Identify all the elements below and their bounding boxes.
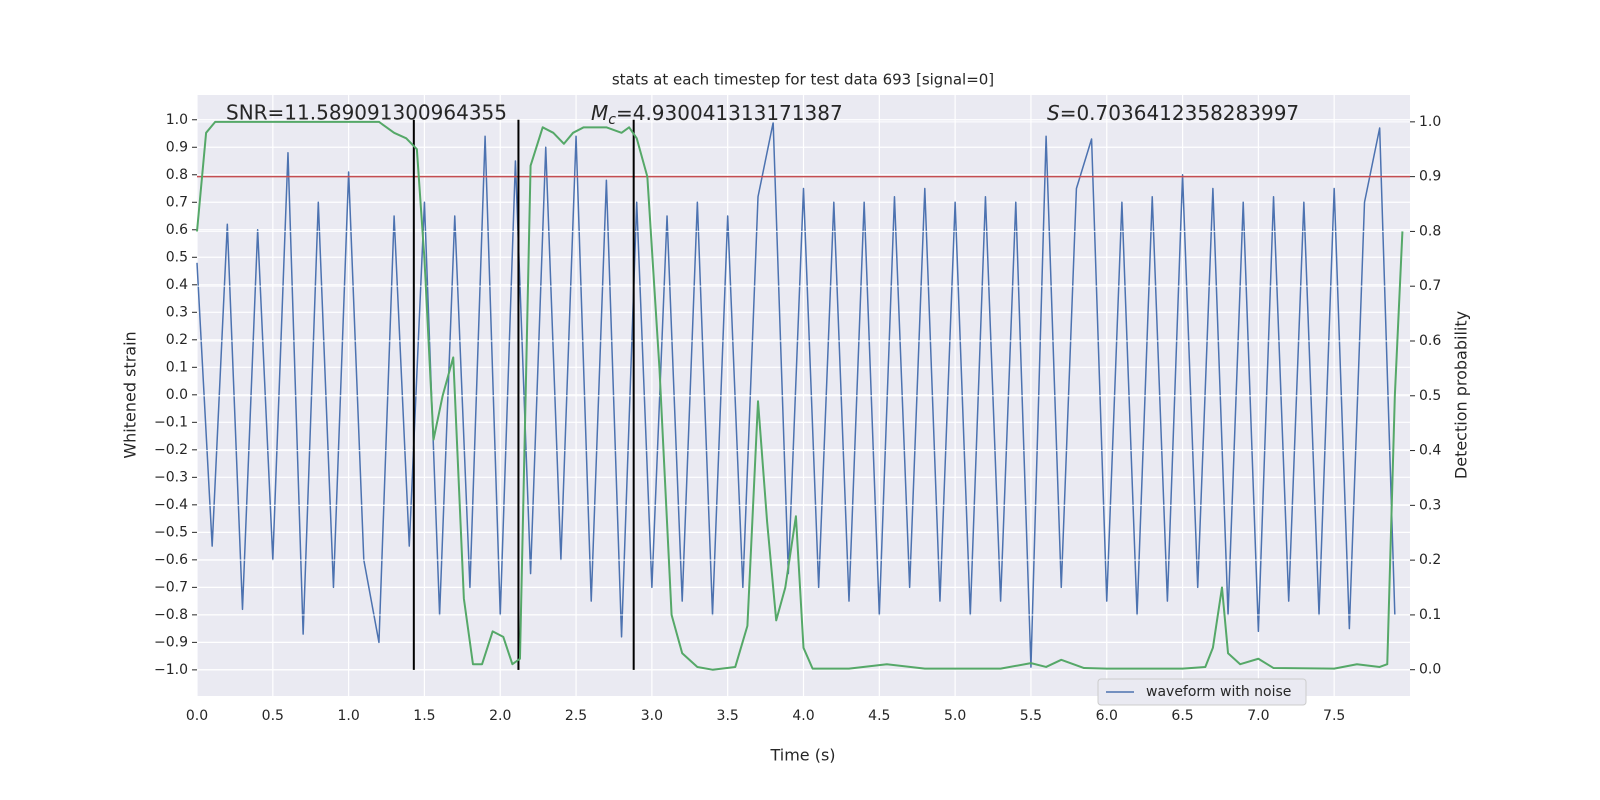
y-tick-label: 0.2 — [166, 332, 188, 348]
legend-label: waveform with noise — [1146, 684, 1291, 700]
y-tick-label: −0.2 — [154, 442, 188, 458]
y-tick-label: 0.9 — [166, 139, 188, 155]
y2-tick-label: 0.5 — [1419, 388, 1441, 404]
mc-subscript: c — [608, 112, 616, 128]
x-tick-label: 5.0 — [944, 708, 966, 724]
mc-annotation: Mc=4.930041313171387 — [591, 101, 843, 129]
x-tick-label: 7.5 — [1323, 708, 1345, 724]
y-tick-label: 0.6 — [166, 222, 188, 238]
legend-box — [1097, 678, 1307, 706]
y2-tick-label: 0.2 — [1419, 552, 1441, 568]
y-tick-label: 0.8 — [166, 167, 188, 183]
s-value: =0.7036412358283997 — [1060, 101, 1299, 125]
y2-tick-label: 0.7 — [1419, 278, 1441, 294]
x-tick-label: 3.0 — [641, 708, 663, 724]
y-tick-label: 0.7 — [166, 194, 188, 210]
s-symbol: S — [1047, 101, 1060, 125]
y2-tick-label: 0.8 — [1419, 223, 1441, 239]
y2-tick-label: 0.3 — [1419, 497, 1441, 513]
x-tick-label: 6.0 — [1096, 708, 1118, 724]
probability-line — [196, 120, 1404, 671]
y2-tick-label: 1.0 — [1419, 114, 1441, 130]
x-tick-label: 1.0 — [337, 708, 359, 724]
y-tick-label: −0.5 — [154, 524, 188, 540]
y-tick-label: −1.0 — [154, 662, 188, 678]
x-tick-label: 0.0 — [186, 708, 208, 724]
y-tick-label: 1.0 — [166, 112, 188, 128]
y2-tick-label: 0.6 — [1419, 333, 1441, 349]
y-tick-label: −0.8 — [154, 607, 188, 623]
snr-annotation: SNR=11.589091300964355 — [226, 101, 507, 125]
x-tick-label: 4.0 — [792, 708, 814, 724]
x-tick-label: 1.5 — [413, 708, 435, 724]
y-tick-label: −0.6 — [154, 552, 188, 568]
x-tick-label: 7.0 — [1247, 708, 1269, 724]
y2-axis-label: Detection probability — [1452, 311, 1471, 479]
x-tick-label: 2.0 — [489, 708, 511, 724]
y-axis-label: Whitened strain — [121, 331, 140, 458]
y-tick-label: −0.9 — [154, 634, 188, 650]
x-tick-label: 6.5 — [1171, 708, 1193, 724]
y-tick-label: −0.3 — [154, 469, 188, 485]
s-annotation: S=0.7036412358283997 — [1047, 101, 1299, 125]
y-tick-label: −0.7 — [154, 579, 188, 595]
x-tick-label: 4.5 — [868, 708, 890, 724]
y-tick-label: 0.5 — [166, 249, 188, 265]
x-tick-label: 5.5 — [1020, 708, 1042, 724]
waveform-line — [196, 121, 1396, 668]
y2-tick-label: 0.1 — [1419, 607, 1441, 623]
y-tick-label: −0.4 — [154, 497, 188, 513]
chart-title: stats at each timestep for test data 693… — [612, 71, 994, 89]
y2-tick-label: 0.4 — [1419, 443, 1441, 459]
x-tick-label: 2.5 — [565, 708, 587, 724]
y2-tick-label: 0.0 — [1419, 662, 1441, 678]
x-tick-label: 3.5 — [717, 708, 739, 724]
x-axis-label: Time (s) — [769, 746, 835, 765]
y-tick-label: 0.0 — [166, 387, 188, 403]
mc-symbol: M — [591, 101, 608, 125]
mc-value: =4.930041313171387 — [616, 101, 843, 125]
y-tick-label: 0.3 — [166, 304, 188, 320]
y2-tick-label: 0.9 — [1419, 169, 1441, 185]
x-tick-label: 0.5 — [262, 708, 284, 724]
y-tick-label: −0.1 — [154, 414, 188, 430]
y-tick-label: 0.4 — [166, 277, 188, 293]
y-tick-label: 0.1 — [166, 359, 188, 375]
